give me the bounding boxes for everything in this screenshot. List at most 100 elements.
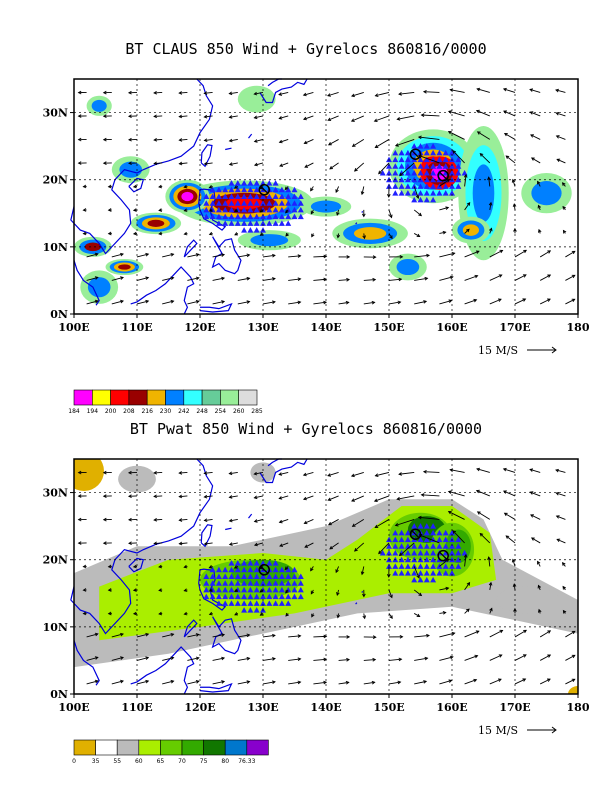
gyre-triangle <box>266 593 273 600</box>
wind-vector <box>288 681 301 685</box>
wind-arrowhead <box>561 562 566 566</box>
wind-arrowhead <box>303 520 308 525</box>
gyre-triangle <box>430 176 437 183</box>
wind-arrowhead <box>132 208 137 212</box>
coastline-9 <box>199 682 233 693</box>
wind-arrowhead <box>442 611 447 615</box>
y-tick-label: 20N <box>43 174 68 187</box>
gyre-triangle <box>253 566 260 573</box>
wind-vector <box>539 274 551 281</box>
wind-arrowhead <box>77 161 82 165</box>
gyre-triangle <box>266 586 273 593</box>
wind-arrowhead <box>271 633 276 638</box>
wind-arrowhead <box>127 90 132 95</box>
wind-arrowhead <box>82 208 87 212</box>
wind-vector <box>352 519 365 527</box>
wind-arrowhead <box>476 511 481 515</box>
wind-vector <box>395 139 415 147</box>
wind-vector <box>303 495 314 500</box>
wind-arrowhead <box>178 471 183 475</box>
gyre-triangle <box>423 543 430 549</box>
wind-arrowhead <box>374 93 379 97</box>
storm-symbol <box>437 169 449 182</box>
cloud-contour <box>181 191 194 202</box>
wind-arrowhead <box>310 567 314 572</box>
wind-vector <box>388 681 401 685</box>
wind-vector <box>513 584 516 590</box>
wind-vector <box>262 301 276 305</box>
wind-arrowhead <box>502 87 507 92</box>
wind-vector <box>421 114 440 117</box>
gyre-triangle <box>260 200 266 206</box>
wind-vector <box>414 277 428 281</box>
colorbar-label: 55 <box>113 758 121 765</box>
wind-vector <box>464 582 470 591</box>
wind-vector <box>464 608 470 614</box>
gyre-triangle <box>253 220 260 226</box>
gyre-triangle <box>278 586 285 593</box>
gyre-triangle <box>272 600 279 606</box>
coastline-13 <box>225 527 232 531</box>
wind-vector <box>464 299 477 305</box>
wind-arrowhead <box>547 274 552 278</box>
wind-arrowhead <box>107 184 112 189</box>
gyre-triangle <box>404 170 411 176</box>
wind-arrowhead <box>547 298 551 302</box>
gyre-triangle <box>241 200 248 206</box>
wind-vector <box>111 300 124 305</box>
reference-vector-head <box>551 726 557 734</box>
colorbar-label: 260 <box>233 408 245 415</box>
wind-arrowhead <box>336 592 340 596</box>
wind-arrowhead <box>499 249 504 254</box>
wind-arrowhead <box>208 565 213 569</box>
wind-vector <box>489 654 502 661</box>
gyre-triangle <box>203 206 210 213</box>
gyre-triangle <box>260 593 266 600</box>
wind-arrowhead <box>373 118 378 123</box>
gyre-triangle <box>404 570 411 576</box>
wind-vector <box>489 274 502 281</box>
wind-arrowhead <box>302 496 307 501</box>
wind-arrowhead <box>304 544 309 548</box>
top-panel-title: BT CLAUS 850 Wind + Gyrelocs 860816/0000 <box>125 40 487 58</box>
wind-arrowhead <box>170 252 175 257</box>
wind-arrowhead <box>511 178 516 183</box>
colorbar-swatch <box>146 389 166 406</box>
wind-vector <box>374 115 390 122</box>
coastline-13 <box>225 147 232 151</box>
wind-vector <box>477 88 490 93</box>
colorbar-swatch <box>246 739 269 756</box>
colorbar-label: 208 <box>123 408 135 415</box>
gyre-triangle <box>430 523 437 529</box>
wind-arrowhead <box>328 521 332 526</box>
wind-arrowhead <box>132 588 137 592</box>
wind-arrowhead <box>77 517 82 522</box>
wind-vector <box>313 681 327 685</box>
wind-arrowhead <box>297 277 302 282</box>
wind-arrowhead <box>278 519 283 524</box>
wind-arrowhead <box>158 611 163 616</box>
wind-vector <box>514 629 527 638</box>
wind-arrowhead <box>77 114 82 118</box>
gyre-triangle <box>241 220 248 226</box>
wind-arrowhead <box>158 231 163 236</box>
gyre-triangle <box>392 563 399 569</box>
wind-arrowhead <box>221 656 226 661</box>
wind-arrowhead <box>362 615 367 620</box>
gyre-triangle <box>455 563 462 569</box>
wind-arrowhead <box>178 91 183 95</box>
gyre-triangle <box>417 170 424 176</box>
wind-arrowhead <box>371 300 376 305</box>
wind-vector <box>531 537 541 544</box>
gyre-triangle <box>228 560 235 566</box>
gyre-triangle <box>266 200 273 206</box>
wind-arrowhead <box>399 634 404 639</box>
gyre-triangle <box>297 593 304 600</box>
gyre-triangle <box>266 220 273 226</box>
wind-arrowhead <box>351 93 355 98</box>
wind-vector <box>418 136 440 140</box>
wind-vector <box>288 278 301 281</box>
wind-vector <box>262 254 275 258</box>
wind-arrowhead <box>234 612 239 616</box>
gyre-triangle <box>417 183 424 189</box>
